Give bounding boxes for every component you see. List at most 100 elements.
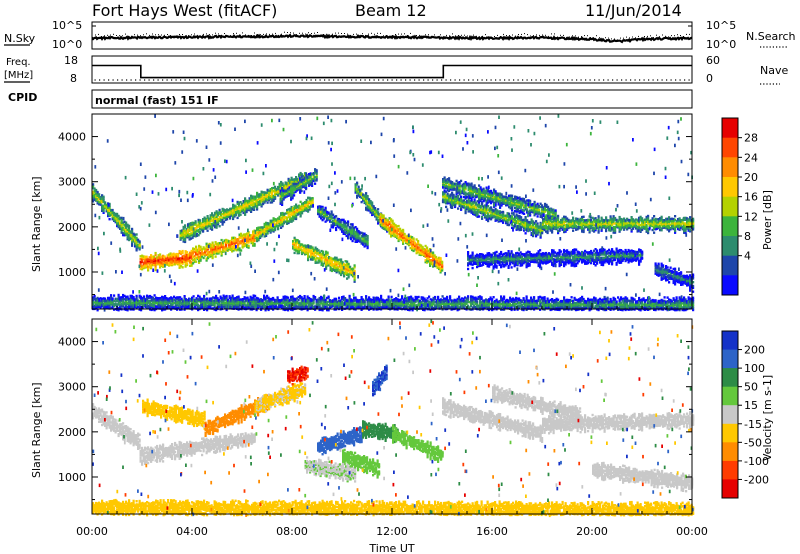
range-gate-cell [339,219,342,222]
range-gate-cell [166,260,169,263]
range-gate-cell [220,252,223,255]
range-gate-cell [268,189,271,192]
range-gate-cell [116,212,119,216]
range-gate-cell [478,209,481,212]
range-gate-cell [202,223,205,226]
range-gate-cell [415,250,418,253]
range-gate-cell [204,250,207,253]
range-gate-cell [423,247,426,251]
range-gate-cell [257,230,260,233]
nsearch-point [419,34,420,36]
range-gate-cell [307,208,310,212]
range-gate-cell [292,206,295,210]
range-gate-cell [524,217,527,221]
range-gate-cell [208,217,211,220]
nave-point [351,79,353,81]
range-gate-cell [154,265,157,268]
nave-point [585,79,587,81]
range-gate-cell [190,222,193,225]
range-gate-cell [294,190,297,194]
nsearch-label: N.Search [746,30,796,43]
range-gate-cell [467,202,470,205]
range-gate-cell [123,232,126,235]
nave-point [288,79,290,81]
range-gate-cell [252,231,255,235]
range-gate-cell [451,206,454,209]
nsearch-point [383,35,384,37]
range-gate-cell [291,184,294,187]
nave-point [153,79,155,81]
range-gate-cell [357,185,360,188]
range-gate-cell [526,219,529,222]
range-gate-cell [506,213,509,217]
range-gate-cell [341,218,344,222]
range-gate-cell [478,202,481,206]
range-gate-cell [265,221,268,225]
nsearch-point [584,35,585,37]
range-gate-cell [135,245,138,248]
range-gate-cell [307,253,310,256]
range-gate-cell [289,179,292,182]
range-gate-cell [292,245,295,248]
range-gate-cell [296,249,299,252]
range-gate-cell [341,261,344,264]
range-gate-cell [96,202,99,205]
nave-point [207,79,209,81]
range-gate-cell [272,190,275,193]
range-gate-cell [295,205,298,208]
range-gate-cell [461,199,464,202]
freq-panel-frame [91,55,693,84]
range-gate-cell [293,188,296,191]
range-gate-cell [192,247,195,250]
range-gate-cell [205,257,208,260]
range-gate-cell [295,214,298,217]
range-gate-cell [108,206,111,209]
range-gate-cell [345,231,348,234]
range-gate-cell [390,218,393,221]
range-gate-cell [515,225,518,228]
range-gate-cell [343,263,346,266]
range-gate-cell [366,198,369,201]
range-gate-cell [481,204,484,208]
range-gate-cell [515,215,518,218]
range-gate-cell [230,213,233,216]
range-gate-cell [314,176,317,179]
range-gate-cell [323,210,326,214]
range-gate-cell [180,261,183,265]
nave-point [216,79,218,81]
nave-point [513,79,515,81]
range-gate-cell [308,249,311,252]
nave-point [220,79,222,81]
range-gate-cell [236,209,239,213]
range-gate-cell [266,190,269,193]
range-gate-cell [209,217,212,220]
range-gate-cell [460,207,463,210]
range-gate-cell [350,234,353,237]
range-gate-cell [317,261,320,264]
range-gate-cell [265,193,268,196]
range-gate-cell [300,184,303,187]
range-gate-cell [331,261,334,264]
range-gate-cell [281,214,284,218]
nsearch-point [293,32,294,34]
nsearch-point [272,33,273,35]
range-gate-cell [281,187,284,190]
range-gate-cell [296,212,299,215]
range-gate-cell [344,260,347,263]
range-gate-cell [356,188,359,191]
range-gate-cell [293,210,296,214]
range-gate-cell [102,200,105,204]
range-gate-cell [274,193,277,196]
range-gate-cell [205,253,208,257]
range-gate-cell [263,222,266,226]
range-gate-cell [291,186,294,189]
range-gate-cell [443,201,446,204]
nsearch-point [266,33,267,35]
range-gate-cell [160,255,163,258]
nsearch-point [458,35,459,36]
range-gate-cell [429,264,432,267]
range-gate-cell [305,176,308,180]
range-gate-cell [197,228,200,232]
range-gate-cell [120,221,123,224]
nsearch-point [683,36,684,37]
